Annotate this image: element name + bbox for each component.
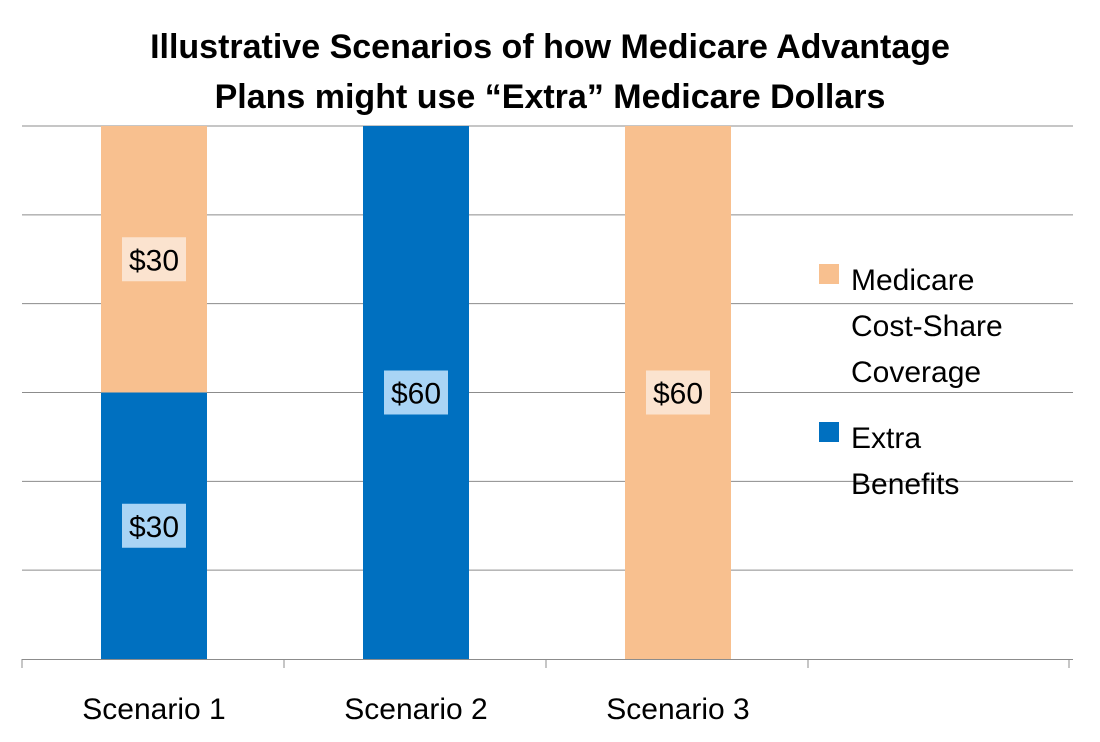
x-axis: Scenario 1 Scenario 2 Scenario 3	[21, 659, 1073, 726]
data-label: $30	[129, 244, 179, 277]
chart-title: Illustrative Scenarios of how Medicare A…	[0, 22, 1100, 122]
data-labels: $30 $30 $60 $60	[122, 237, 710, 548]
x-tick-label: Scenario 2	[344, 693, 487, 726]
legend-label: Benefits	[851, 468, 959, 501]
data-label-background	[122, 237, 186, 282]
legend-label: Coverage	[851, 356, 981, 389]
legend-label: Cost-Share	[851, 310, 1003, 343]
legend-label: Medicare	[851, 264, 974, 297]
chart-title-line-2: Plans might use “Extra” Medicare Dollars	[214, 78, 886, 116]
legend: Medicare Cost-Share Coverage Extra Benefits	[819, 264, 1003, 501]
x-tick-label: Scenario 3	[606, 693, 749, 726]
legend-swatch	[819, 422, 839, 442]
data-label-background	[122, 503, 186, 548]
data-label: $30	[129, 511, 179, 544]
legend-label: Extra	[851, 422, 921, 455]
legend-swatch	[819, 264, 839, 284]
data-label-background	[646, 370, 710, 415]
data-label: $60	[653, 378, 703, 411]
data-label-background	[384, 370, 448, 415]
chart-title-line-1: Illustrative Scenarios of how Medicare A…	[150, 28, 950, 66]
data-label: $60	[391, 378, 441, 411]
x-tick-label: Scenario 1	[82, 693, 225, 726]
